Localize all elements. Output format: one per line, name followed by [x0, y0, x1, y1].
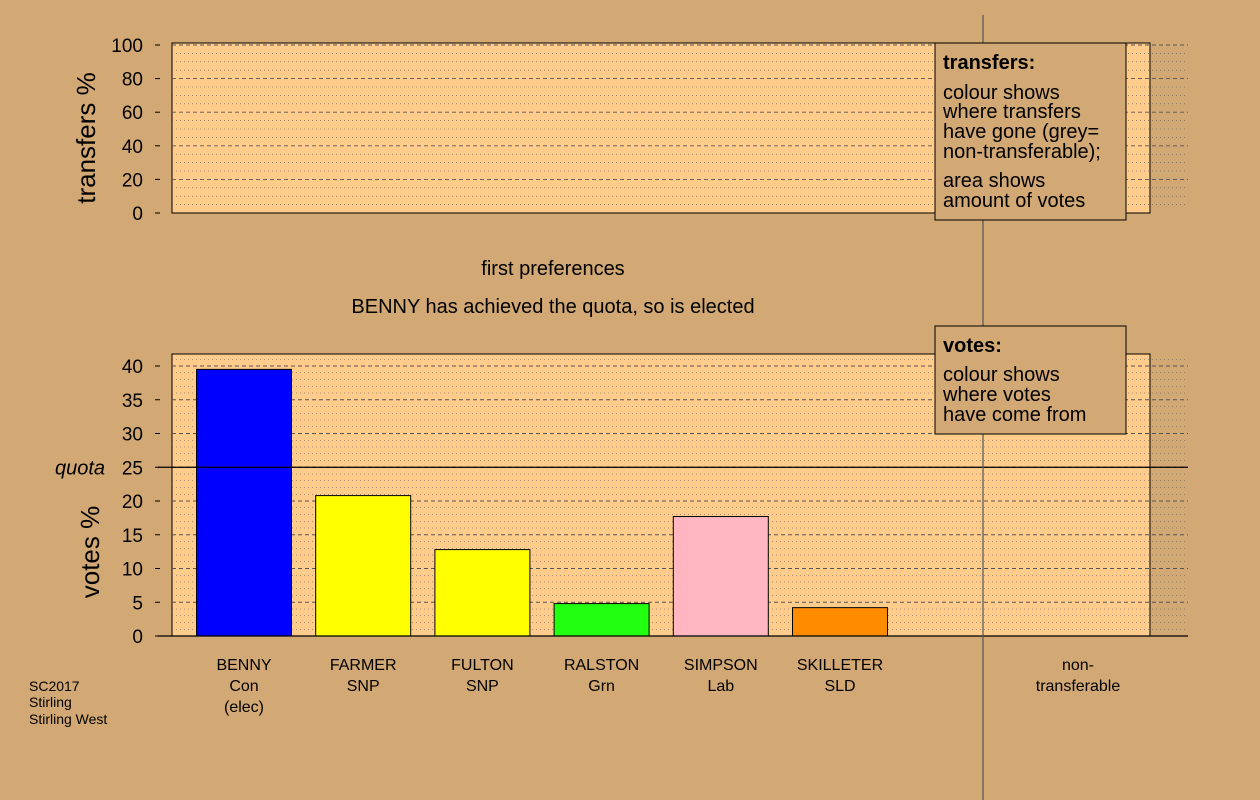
candidate-label-line: Grn [588, 678, 615, 695]
svg-text:votes:: votes: [943, 335, 1002, 357]
votes-bar-fulton [434, 549, 531, 637]
svg-text:amount of votes: amount of votes [943, 190, 1085, 212]
quota-line-group: quota [55, 457, 1188, 479]
transfers-y-tick-label: 40 [122, 137, 143, 158]
votes-y-tick-label: 0 [132, 627, 143, 648]
candidate-labels: BENNY Con (elec) FARMER SNP FULTON SNP RALSTON G… [216, 657, 883, 716]
votes-bars [196, 368, 888, 637]
stage-caption: first preferences [481, 258, 624, 280]
votes-y-tick-label: 10 [122, 560, 143, 581]
transfers-y-tick-label: 80 [122, 70, 143, 91]
transfers-y-tick-label: 20 [122, 170, 143, 191]
votes-bar-benny [196, 368, 292, 637]
status-caption: BENNY has achieved the quota, so is elec… [351, 296, 754, 318]
votes-y-axis: 0 5 10 15 20 25 30 35 40 [122, 357, 160, 648]
svg-text:transfers:: transfers: [943, 52, 1035, 74]
candidate-label-line: Lab [707, 678, 734, 695]
transfers-y-axis-title: transfers % [71, 72, 101, 204]
candidate-label-line: SNP [466, 678, 499, 695]
svg-text:colour shows: colour shows [943, 82, 1060, 104]
transfers-y-tick-label: 60 [122, 103, 143, 124]
candidate-label-line: FARMER [330, 657, 397, 674]
candidate-label-line: SIMPSON [684, 657, 758, 674]
quota-label: quota [55, 457, 105, 479]
svg-text:where transfers: where transfers [942, 101, 1081, 123]
candidate-label-line: SKILLETER [797, 657, 883, 674]
candidate-label-line: RALSTON [564, 657, 639, 674]
votes-y-tick-label: 35 [122, 391, 143, 412]
votes-y-axis-title: votes % [75, 506, 105, 599]
svg-text:Stirling West: Stirling West [29, 711, 107, 727]
svg-text:non-transferable);: non-transferable); [943, 141, 1101, 163]
candidate-label-line: FULTON [451, 657, 514, 674]
candidate-label-line: Con [229, 678, 258, 695]
transfers-y-tick-label: 0 [132, 204, 143, 225]
votes-y-tick-label: 15 [122, 526, 143, 547]
votes-bar-simpson [672, 516, 769, 637]
candidate-label-line: (elec) [224, 699, 264, 716]
votes-bar-ralston [553, 603, 650, 637]
candidate-label-line: BENNY [216, 657, 271, 674]
votes-bar-farmer [315, 495, 412, 637]
svg-text:SC2017: SC2017 [29, 678, 80, 694]
transfers-legend: transfers: colour shows where transfers … [934, 42, 1127, 221]
svg-text:Stirling: Stirling [29, 694, 72, 710]
svg-text:have come from: have come from [943, 404, 1086, 426]
votes-y-tick-label: 25 [122, 458, 143, 479]
svg-text:colour shows: colour shows [943, 364, 1060, 386]
election-footer: SC2017 Stirling Stirling West [29, 678, 107, 727]
candidate-label-line: SNP [347, 678, 380, 695]
svg-text:transferable: transferable [1036, 678, 1121, 695]
transfers-gridlines [172, 44, 1188, 205]
svg-text:have gone (grey=: have gone (grey= [943, 121, 1099, 143]
votes-y-tick-label: 40 [122, 357, 143, 378]
votes-y-tick-label: 30 [122, 425, 143, 446]
transfers-y-axis: 0 20 40 60 80 100 [111, 36, 160, 225]
votes-legend: votes: colour shows where votes have com… [934, 325, 1127, 435]
svg-text:where votes: where votes [942, 384, 1051, 406]
votes-y-tick-label: 20 [122, 492, 143, 513]
votes-bar-skilleter [792, 607, 888, 637]
votes-y-tick-label: 5 [132, 593, 143, 614]
svg-text:area shows: area shows [943, 170, 1045, 192]
svg-text:non-: non- [1062, 657, 1094, 674]
non-transferable-label: non- transferable [1036, 657, 1121, 695]
transfers-y-tick-label: 100 [111, 36, 143, 57]
candidate-label-line: SLD [824, 678, 855, 695]
